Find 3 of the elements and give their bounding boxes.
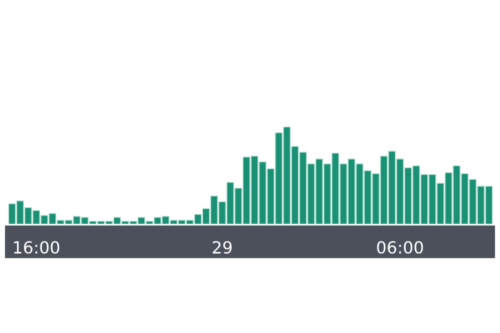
x-tick-label: 16:00 [14,241,60,254]
x-tick-label: 06:00 [377,241,423,254]
x-tick-label: 29 [212,241,232,254]
